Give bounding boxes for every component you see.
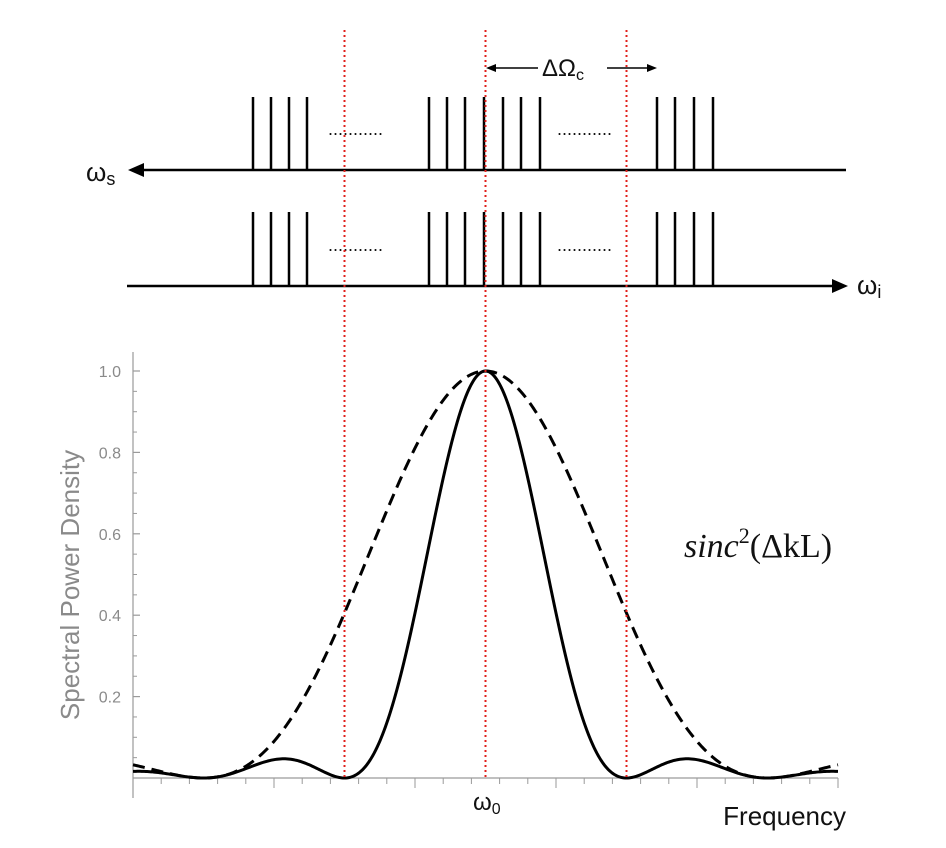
signal-ellipsis-right: ...........: [557, 119, 612, 139]
spacing-arrowhead-left-icon: [486, 64, 496, 72]
signal-arrow-icon: [128, 163, 144, 177]
signal-label: ωs: [86, 157, 115, 189]
spacing-arrowhead-right-icon: [647, 64, 657, 72]
vertical-markers: [343, 30, 628, 778]
y-tick-label: 1.0: [99, 364, 121, 381]
idler-arrow-icon: [832, 279, 848, 293]
y-tick-label: 0.2: [99, 690, 121, 707]
signal-ellipsis-left: ...........: [328, 119, 383, 139]
x-axis-title: Frequency: [723, 801, 846, 831]
x-tick-label-omega0: ω0: [473, 789, 501, 818]
y-tick-label: 0.4: [99, 608, 121, 625]
y-ticks: 0.2 0.4 0.6 0.8 1.0: [99, 364, 140, 759]
y-tick-label: 0.8: [99, 445, 121, 462]
x-ticks: [132, 778, 839, 788]
y-tick-label: 0.6: [99, 527, 121, 544]
idler-comb-lines: [251, 212, 715, 286]
y-axis-title: Spectral Power Density: [55, 450, 85, 720]
signal-comb-lines: [251, 97, 715, 170]
idler-ellipsis-left: ...........: [328, 235, 383, 255]
comb-diagram: ωs ωi ........... ........... ..........…: [86, 55, 881, 302]
formula-annotation: sinc2(ΔkL): [684, 523, 832, 565]
spacing-label: ΔΩc: [542, 55, 584, 84]
idler-label: ωi: [857, 270, 881, 302]
idler-ellipsis-right: ...........: [557, 235, 612, 255]
plot-area: 0.2 0.4 0.6 0.8 1.0 Spectral Power Density F…: [55, 352, 846, 831]
